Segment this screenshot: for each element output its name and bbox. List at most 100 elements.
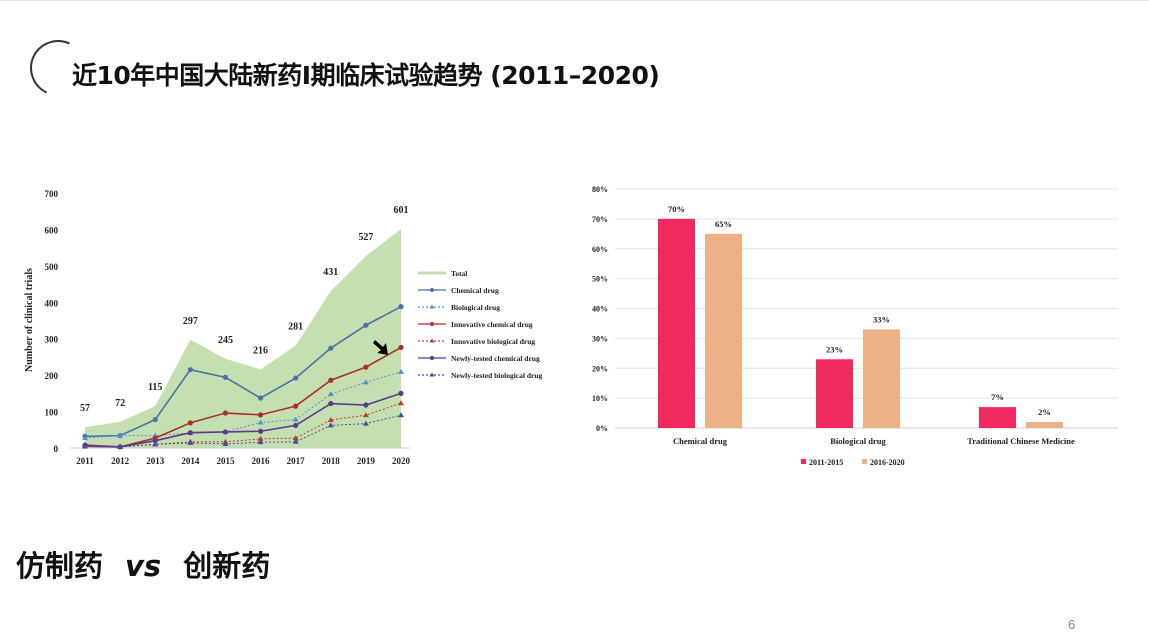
data-point [363,402,369,408]
x-tick-label: 2017 [287,456,306,466]
legend-marker [429,338,435,343]
legend-label: Newly-tested biological drug [451,371,542,380]
legend-swatch [801,459,806,464]
bar [705,233,742,428]
legend-marker [429,372,435,377]
legend-marker [430,288,434,292]
total-data-label: 281 [288,322,303,333]
total-data-label: 297 [183,316,198,327]
x-tick-label: 2013 [146,456,165,466]
data-point [362,420,369,426]
y-tick-label: 500 [45,262,59,272]
legend-label: Chemical drug [451,286,499,295]
data-point [187,439,194,445]
legend-marker [430,322,434,326]
data-point [222,440,229,446]
data-point [292,416,299,422]
arrow-icon [373,340,388,355]
y-axis-label: Number of clinical trials [24,268,35,372]
total-data-label: 57 [80,403,90,414]
data-point [152,416,158,423]
bar [816,359,853,428]
bar-data-label: 7% [991,392,1004,402]
x-tick-label: 2014 [181,456,200,466]
y-tick-label: 30% [592,334,608,343]
data-point [257,419,264,425]
data-point [398,344,404,351]
data-point [152,441,159,447]
data-point [362,412,369,418]
y-tick-label: 600 [45,225,59,235]
data-point [398,368,404,374]
total-data-label: 216 [253,345,268,356]
bar-data-label: 23% [826,344,843,354]
data-point [327,416,334,422]
y-tick-label: 10% [592,394,608,403]
data-point [257,395,264,401]
series-line [84,392,402,448]
data-point [398,390,404,396]
y-tick-label: 60% [592,245,608,254]
data-point [362,379,369,385]
data-point [327,422,334,428]
y-tick-label: 0% [596,424,608,433]
series-line [84,305,402,438]
data-point [117,432,124,438]
subtitle-generic-drugs: 仿制药 [16,549,104,583]
x-tick-label: 2011 [76,456,94,466]
category-label: Traditional Chinese Medicine [967,436,1075,446]
bar [1026,422,1063,428]
x-tick-label: 2012 [111,456,130,466]
data-point [222,429,229,435]
data-point [398,400,404,406]
data-point [327,391,334,397]
series-line [84,371,402,439]
data-point [257,412,264,418]
total-area [85,229,401,448]
data-point [398,412,404,418]
bar-data-label: 65% [715,219,732,229]
bar [979,407,1016,428]
bar [658,218,695,428]
data-point [257,435,264,441]
slide-title: 近10年中国大陆新药I期临床试验趋势 (2011–2020) [72,61,660,90]
legend-marker [429,304,435,309]
subtitle-innovative-drugs: 创新药 [183,549,271,583]
data-point [187,367,193,373]
legend-label: Newly-tested chemical drug [451,354,540,363]
legend-label: Total [451,269,467,278]
y-tick-label: 100 [45,408,59,418]
legend-label: 2016-2020 [870,458,905,467]
total-data-label: 72 [115,398,125,409]
subtitle-vs: vs [125,549,162,583]
data-point [82,435,88,441]
data-point [293,403,299,409]
series-line [84,346,402,448]
data-point [363,322,369,328]
y-tick-label: 50% [592,275,608,284]
legend-label: Innovative chemical drug [451,320,533,329]
legend-label: Biological drug [451,303,500,312]
total-data-label: 115 [148,382,162,393]
data-point [187,430,193,436]
data-point [257,428,264,434]
data-point [293,375,299,381]
bar-data-label: 2% [1038,407,1051,417]
data-point [363,364,369,370]
y-tick-label: 20% [592,364,608,373]
data-point [292,435,299,441]
y-tick-label: 400 [45,298,59,308]
x-tick-label: 2019 [357,456,376,466]
data-point [222,410,229,416]
y-tick-label: 200 [45,371,59,381]
data-point [292,438,299,444]
data-point [117,443,124,449]
y-tick-label: 0 [54,444,59,454]
slide-subtitle: 仿制药 vs 创新药 [16,543,270,585]
data-point [187,420,193,426]
bar [863,329,900,428]
category-label: Biological drug [830,436,886,446]
data-point [257,439,264,445]
x-tick-label: 2020 [392,456,411,466]
bar-chart: 0% 10% 20% 30% 40% 50% 60% 70% 80% Chemical drug 7… [592,185,1118,467]
